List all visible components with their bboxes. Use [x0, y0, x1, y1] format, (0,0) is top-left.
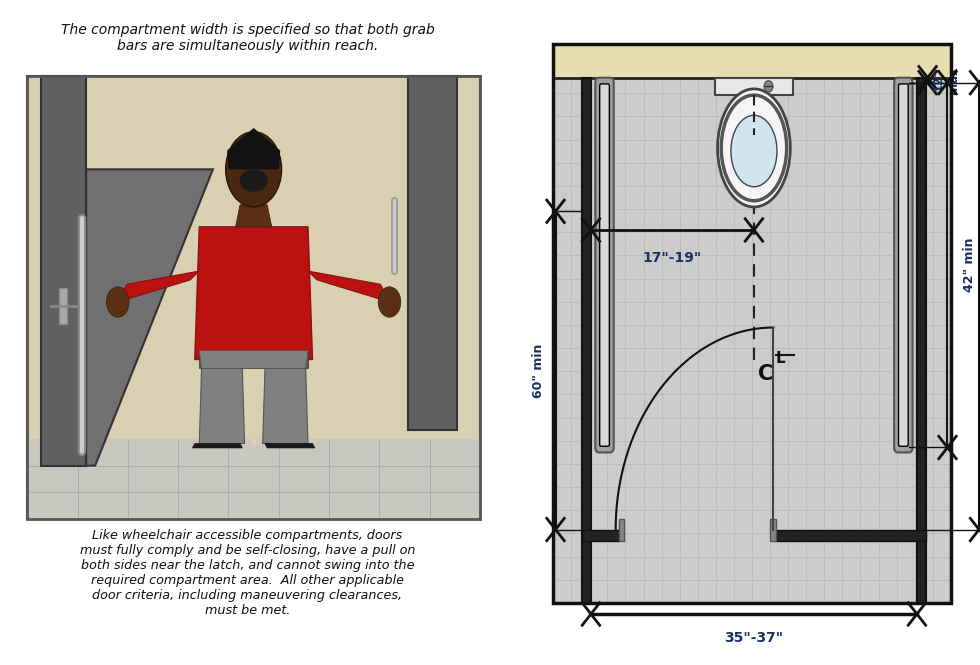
Circle shape: [764, 80, 773, 92]
Polygon shape: [195, 227, 313, 360]
Bar: [582, 529, 618, 541]
FancyBboxPatch shape: [595, 78, 613, 452]
Text: 60" min: 60" min: [532, 343, 545, 398]
Text: Like wheelchair accessible compartments, doors
must fully comply and be self-clo: Like wheelchair accessible compartments,…: [79, 529, 416, 616]
Bar: [553, 43, 951, 78]
Bar: [917, 78, 926, 603]
Polygon shape: [199, 350, 308, 368]
Polygon shape: [41, 76, 86, 466]
Ellipse shape: [731, 115, 777, 187]
Polygon shape: [227, 128, 280, 170]
Bar: [60, 287, 68, 324]
Polygon shape: [27, 76, 480, 519]
Polygon shape: [199, 350, 308, 368]
Polygon shape: [27, 439, 480, 519]
Text: The compartment width is specified so that both grab
bars are simultaneously wit: The compartment width is specified so th…: [61, 23, 434, 53]
Polygon shape: [235, 205, 271, 227]
Bar: [618, 519, 624, 541]
Circle shape: [378, 287, 401, 317]
Ellipse shape: [717, 89, 790, 207]
Bar: [582, 78, 591, 603]
Polygon shape: [192, 444, 242, 448]
FancyBboxPatch shape: [894, 78, 912, 452]
Bar: [715, 78, 793, 95]
Polygon shape: [263, 368, 308, 444]
Text: 35"-37": 35"-37": [724, 630, 783, 644]
Polygon shape: [86, 170, 213, 466]
Text: 12"
max: 12" max: [932, 66, 960, 94]
Text: 17"-19": 17"-19": [643, 251, 702, 265]
Polygon shape: [408, 76, 458, 430]
Text: L: L: [776, 351, 785, 366]
Circle shape: [225, 132, 281, 207]
Polygon shape: [199, 368, 245, 444]
Bar: [770, 519, 776, 541]
Text: 42" min: 42" min: [962, 238, 976, 293]
FancyBboxPatch shape: [600, 84, 610, 446]
Text: C: C: [758, 364, 773, 384]
Bar: [553, 43, 951, 603]
Circle shape: [107, 287, 129, 317]
Polygon shape: [308, 271, 389, 302]
Bar: [776, 529, 926, 541]
Polygon shape: [265, 444, 315, 448]
Ellipse shape: [240, 170, 268, 192]
Polygon shape: [118, 271, 199, 302]
FancyBboxPatch shape: [899, 84, 908, 446]
Bar: [553, 43, 951, 603]
